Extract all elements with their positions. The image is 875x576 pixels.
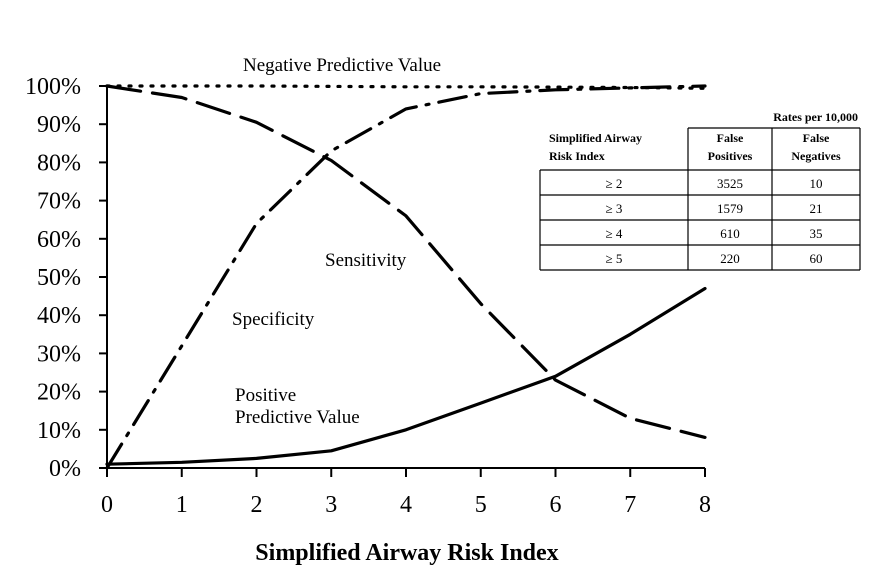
y-tick-label: 80% [37, 150, 81, 176]
rates-table-cell-index: ≥ 2 [606, 176, 623, 191]
rates-table-cell-false-positives: 3525 [717, 176, 743, 191]
rates-table-cell-index: ≥ 3 [606, 201, 623, 216]
series-label-ppv-line1: Positive [235, 385, 296, 406]
rates-table-head-fn-line1: False [803, 131, 830, 145]
rates-table-rows: ≥ 2 3525 10 ≥ 3 1579 21 ≥ 4 610 35 ≥ 5 220 60 [606, 176, 823, 266]
rates-table-cell-false-positives: 1579 [717, 201, 743, 216]
x-tick-label: 0 [101, 492, 113, 518]
x-tick-label: 8 [699, 492, 711, 518]
rates-table-cell-false-negatives: 60 [810, 251, 823, 266]
y-tick-label: 90% [37, 112, 81, 138]
x-tick-label: 5 [475, 492, 487, 518]
y-tick-label: 70% [37, 189, 81, 215]
rates-table: Rates per 10,000 Simplified Airway Risk … [539, 110, 861, 271]
series-lines [105, 84, 707, 470]
rates-table-cell-index: ≥ 5 [606, 251, 623, 266]
rates-table-head-index-line2: Risk Index [549, 149, 605, 163]
y-tick-label: 60% [37, 227, 81, 253]
y-tick-label: 50% [37, 265, 81, 291]
x-tick-label: 3 [325, 492, 337, 518]
x-tick-label: 7 [624, 492, 636, 518]
rates-table-head-fp-line1: False [717, 131, 744, 145]
y-tick-label: 100% [25, 74, 81, 100]
rates-table-head-fn-line2: Negatives [791, 149, 841, 163]
y-tick-label: 10% [37, 418, 81, 444]
x-axis-title: Simplified Airway Risk Index [255, 540, 558, 566]
rates-table-cell-false-negatives: 21 [810, 201, 823, 216]
y-tick-label: 0% [49, 456, 81, 482]
rates-table-caption: Rates per 10,000 [773, 110, 858, 124]
y-axis-ticks: 0% 10% 20% 30% 40% 50% 60% 70% 80% 90% 100% [25, 74, 107, 482]
rates-table-cell-false-positives: 610 [720, 226, 740, 241]
series-label-specificity: Specificity [232, 309, 315, 330]
x-tick-label: 4 [400, 492, 412, 518]
rates-table-cell-index: ≥ 4 [606, 226, 623, 241]
series-label-ppv-line2: Predictive Value [235, 407, 360, 428]
series-line-sensitivity [105, 84, 707, 439]
x-tick-label: 6 [550, 492, 562, 518]
series-line-specificity [105, 84, 707, 470]
x-tick-label: 2 [251, 492, 263, 518]
x-tick-label: 1 [176, 492, 188, 518]
y-tick-label: 40% [37, 303, 81, 329]
y-tick-label: 30% [37, 341, 81, 367]
rates-table-head-index-line1: Simplified Airway [549, 131, 642, 145]
rates-table-cell-false-negatives: 10 [810, 176, 823, 191]
rates-table-cell-false-negatives: 35 [810, 226, 823, 241]
rates-table-cell-false-positives: 220 [720, 251, 740, 266]
rates-table-head-fp-line2: Positives [708, 149, 753, 163]
series-label-npv: Negative Predictive Value [243, 55, 441, 76]
rates-table-grid [539, 127, 861, 271]
x-axis-ticks: 0 1 2 3 4 5 6 7 8 [101, 468, 711, 518]
series-label-sensitivity: Sensitivity [325, 250, 407, 271]
series-line-positive-predictive-value [105, 286, 707, 466]
y-tick-label: 20% [37, 380, 81, 406]
